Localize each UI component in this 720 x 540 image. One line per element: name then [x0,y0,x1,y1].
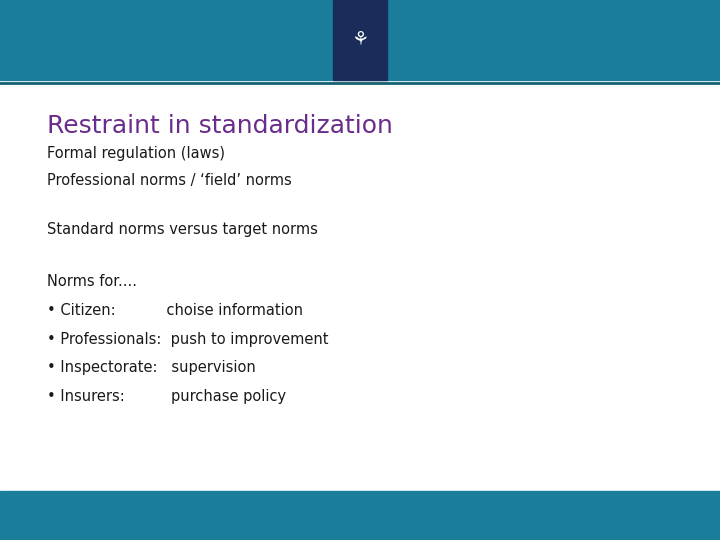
Text: Norms for....: Norms for.... [47,274,137,289]
Text: • Professionals:  push to improvement: • Professionals: push to improvement [47,332,328,347]
Text: • Inspectorate:   supervision: • Inspectorate: supervision [47,360,256,375]
Text: ⚘: ⚘ [351,30,369,50]
Text: • Insurers:          purchase policy: • Insurers: purchase policy [47,389,286,404]
Text: Restraint in standardization: Restraint in standardization [47,114,392,138]
Bar [0,491,720,540]
Text: Formal regulation (laws): Formal regulation (laws) [47,146,225,161]
Text: Standard norms versus target norms: Standard norms versus target norms [47,222,318,237]
Bar [0,0,720,80]
Text: • Citizen:           choise information: • Citizen: choise information [47,303,303,318]
Bar [333,0,387,80]
Text: Professional norms / ‘field’ norms: Professional norms / ‘field’ norms [47,173,292,188]
